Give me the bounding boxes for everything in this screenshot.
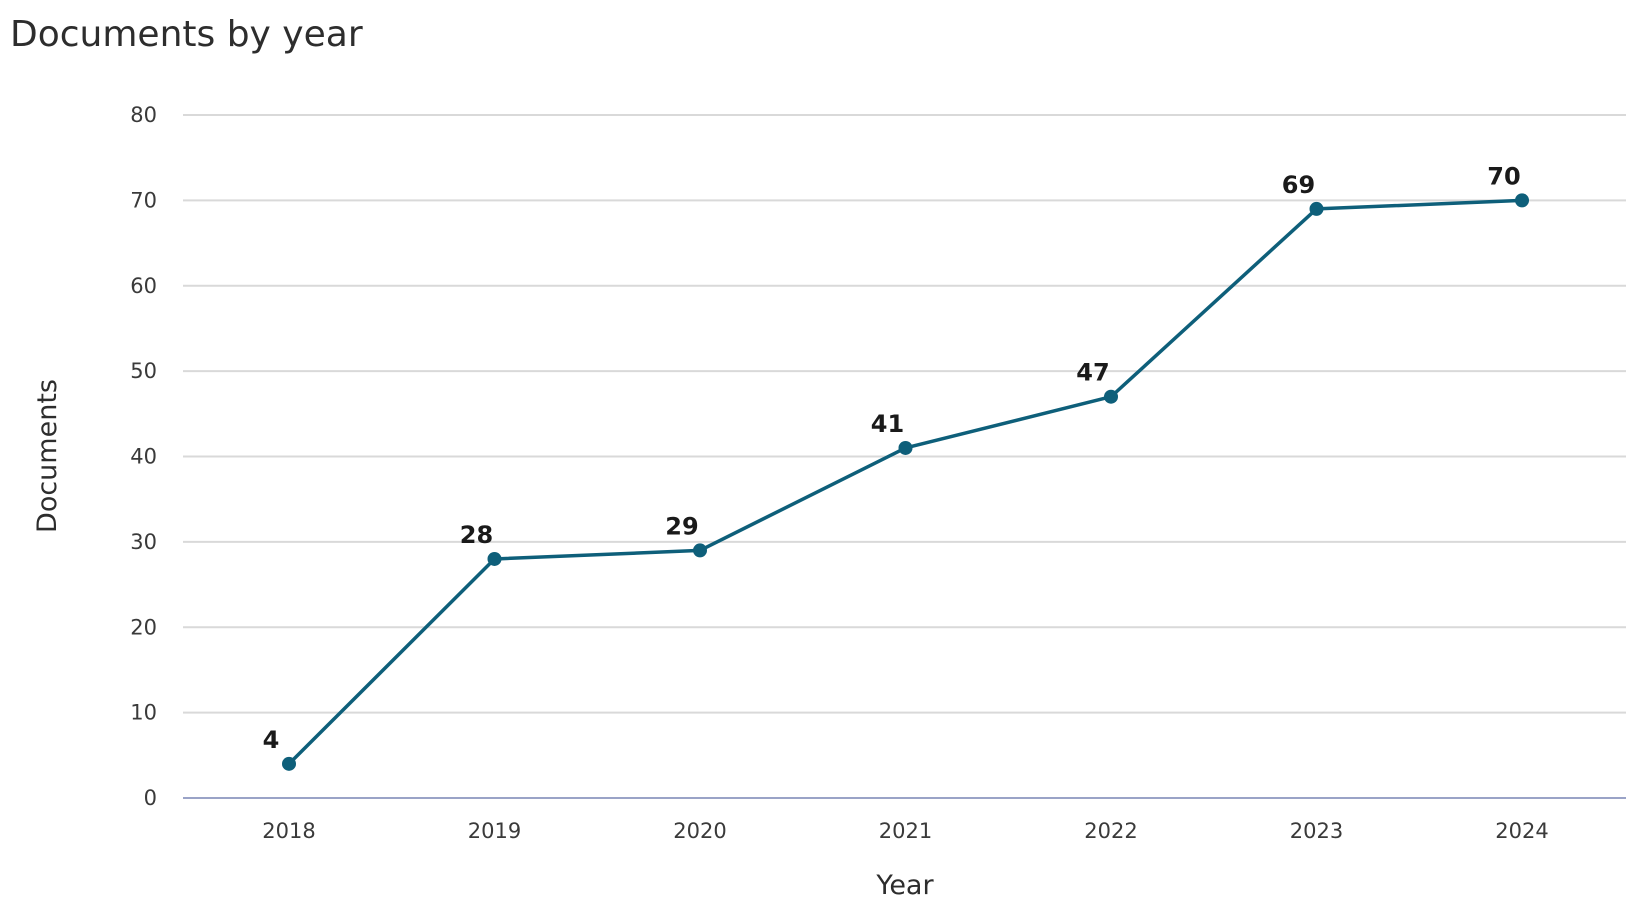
x-tick-label: 2020 [673,819,726,843]
y-tick-label: 70 [130,188,157,212]
data-point [487,551,502,566]
y-tick-label: 60 [130,274,157,298]
data-point [1104,389,1118,404]
x-tick-label: 2022 [1084,819,1137,843]
x-tick-label: 2019 [468,819,521,843]
x-tick-label: 2024 [1495,819,1548,843]
data-label: 28 [460,521,493,549]
data-point [693,543,707,558]
y-tick-label: 40 [130,445,157,469]
data-point [282,756,296,771]
y-tick-label: 80 [130,103,157,127]
data-label: 41 [871,410,904,438]
data-label-layer: 4 28 29 41 47 69 70 [263,162,1521,753]
data-point [1309,201,1324,216]
y-tick-label: 20 [130,615,157,639]
y-axis-title: Documents [32,379,63,533]
data-point [1515,193,1529,208]
y-tick-labels: 0 10 20 30 40 50 60 70 80 [130,103,157,810]
x-tick-label: 2018 [262,819,315,843]
data-label: 69 [1282,171,1315,199]
data-label: 29 [665,512,698,540]
y-tick-label: 50 [130,359,157,383]
y-tick-label: 0 [144,786,157,810]
y-tick-label: 10 [130,701,157,725]
y-tick-label: 30 [130,530,157,554]
data-label: 4 [263,726,280,754]
data-point [898,440,913,455]
x-axis-title: Year [875,870,934,901]
data-label: 47 [1076,359,1109,387]
grid-layer [183,114,1626,799]
x-tick-label: 2021 [879,819,932,843]
chart-title: Documents by year [10,14,363,55]
series-layer [282,193,1529,771]
x-tick-labels: 2018 2019 2020 2021 2022 2023 2024 [262,819,1548,843]
data-label: 70 [1487,162,1520,190]
x-tick-label: 2023 [1290,819,1343,843]
